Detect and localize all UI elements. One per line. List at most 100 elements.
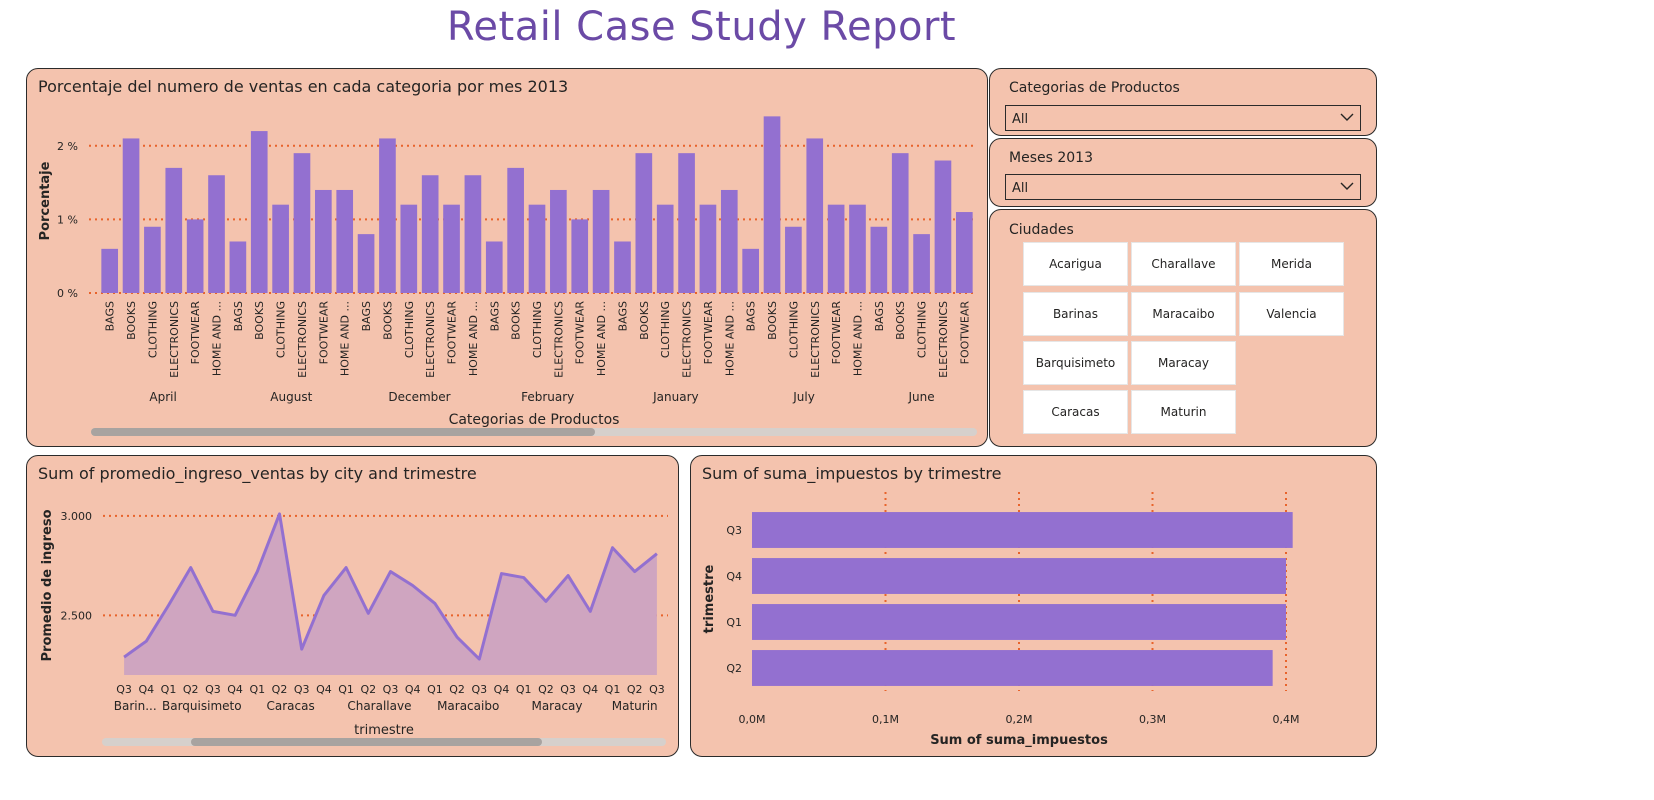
bar — [250, 131, 268, 293]
dropdown-value: All — [1012, 112, 1029, 127]
bar — [635, 153, 653, 293]
x-tick-label: HOME AND ... — [723, 301, 736, 376]
x-tick-label: 0,1M — [872, 713, 899, 726]
city-button-maturin[interactable]: Maturin — [1131, 390, 1236, 434]
x-axis-title: trimestre — [354, 723, 414, 738]
x-tick-label: Q1 — [338, 683, 354, 696]
x-tick-label: 0,3M — [1139, 713, 1166, 726]
x-tick-label: HOME AND ... — [211, 301, 224, 376]
x-group-label: January — [652, 390, 699, 404]
x-tick-label: CLOTHING — [916, 301, 929, 358]
bar — [485, 241, 503, 293]
x-tick-label: ELECTRONICS — [681, 301, 694, 378]
x-tick-label: Q3 — [560, 683, 576, 696]
city-button-barinas[interactable]: Barinas — [1023, 292, 1128, 336]
tax-horizontal-bar-chart[interactable]: 0,0M 0,1M 0,2M 0,3M 0,4MQ3Q4Q1Q2trimestreSum… — [691, 456, 1376, 756]
bar — [699, 204, 717, 293]
x-tick-label: CLOTHING — [787, 301, 800, 358]
sales-percentage-chart-panel[interactable]: Porcentaje del numero de ventas en cada … — [26, 68, 988, 447]
x-tick-label: CLOTHING — [146, 301, 159, 358]
bar — [293, 153, 311, 293]
x-tick-label: Q3 — [205, 683, 221, 696]
x-tick-label: Q4 — [582, 683, 598, 696]
x-tick-label: BOOKS — [894, 301, 907, 340]
city-button-charallave[interactable]: Charallave — [1131, 242, 1236, 286]
x-tick-label: Q4 — [316, 683, 332, 696]
chart-horizontal-scrollbar[interactable] — [102, 738, 666, 746]
x-tick-label: CLOTHING — [403, 301, 416, 358]
slicer-title: Ciudades — [1009, 222, 1074, 238]
x-tick-label: FOOTWEAR — [446, 301, 459, 365]
area-fill — [124, 513, 657, 675]
x-tick-label: Q1 — [427, 683, 443, 696]
x-tick-label: Q3 — [294, 683, 310, 696]
x-tick-label: FOOTWEAR — [702, 301, 715, 365]
tax-bar-chart-panel[interactable]: Sum of suma_impuestos by trimestre 0,0M 0… — [690, 455, 1377, 757]
x-group-label: Maturin — [612, 699, 658, 713]
bar — [785, 226, 802, 293]
x-tick-label: 0,2M — [1006, 713, 1033, 726]
y-axis-title: Porcentaje — [38, 161, 53, 240]
bar — [827, 204, 845, 293]
x-group-label: Barin... — [114, 699, 157, 713]
city-button-valencia[interactable]: Valencia — [1239, 292, 1344, 336]
x-tick-label: Q3 — [649, 683, 665, 696]
bar — [806, 138, 824, 293]
x-tick-label: Q3 — [471, 683, 487, 696]
x-tick-label: BAGS — [488, 301, 501, 331]
x-axis-title: Categorias de Productos — [449, 412, 620, 428]
x-group-label: August — [270, 390, 312, 404]
bar — [336, 189, 354, 293]
dropdown-value: All — [1012, 181, 1029, 196]
meses-dropdown[interactable]: All — [1005, 174, 1361, 200]
bar — [678, 153, 695, 293]
x-tick-label: BAGS — [616, 301, 629, 331]
x-tick-label: Q2 — [449, 683, 465, 696]
x-tick-label: Q1 — [605, 683, 621, 696]
bar — [443, 204, 460, 293]
x-tick-label: FOOTWEAR — [574, 301, 587, 365]
bar — [421, 175, 439, 293]
city-button-acarigua[interactable]: Acarigua — [1023, 242, 1128, 286]
scrollbar-thumb[interactable] — [191, 738, 542, 746]
x-group-label: April — [149, 390, 176, 404]
x-tick-label: FOOTWEAR — [189, 301, 202, 365]
city-button-merida[interactable]: Merida — [1239, 242, 1344, 286]
y-axis-title: trimestre — [702, 565, 717, 634]
y-tick-label: 2.500 — [61, 609, 93, 622]
bar — [379, 138, 396, 293]
city-button-maracay[interactable]: Maracay — [1131, 341, 1236, 385]
chart-horizontal-scrollbar[interactable] — [91, 428, 977, 436]
x-tick-label: BAGS — [745, 301, 758, 331]
y-tick-label: 0 % — [57, 287, 78, 300]
scrollbar-thumb[interactable] — [91, 428, 595, 436]
bar — [507, 167, 524, 293]
x-tick-label: HOME AND ... — [595, 301, 608, 376]
chart-title: Porcentaje del numero de ventas en cada … — [38, 77, 569, 96]
x-tick-label: BOOKS — [125, 301, 138, 340]
x-tick-label: Q2 — [360, 683, 376, 696]
chart-title: Sum of promedio_ingreso_ventas by city a… — [38, 464, 477, 483]
income-area-chart-panel[interactable]: Sum of promedio_ingreso_ventas by city a… — [26, 455, 679, 757]
bar — [955, 212, 973, 293]
y-tick-label: Q4 — [726, 570, 742, 583]
x-tick-label: Q3 — [116, 683, 132, 696]
city-button-caracas[interactable]: Caracas — [1023, 390, 1128, 434]
x-tick-label: BAGS — [232, 301, 245, 331]
x-tick-label: ELECTRONICS — [296, 301, 309, 378]
city-button-barquisimeto[interactable]: Barquisimeto — [1023, 341, 1128, 385]
x-tick-label: Q2 — [272, 683, 288, 696]
categorias-dropdown[interactable]: All — [1005, 105, 1361, 131]
city-button-maracaibo[interactable]: Maracaibo — [1131, 292, 1236, 336]
x-tick-label: 0,0M — [739, 713, 766, 726]
bar — [742, 248, 759, 293]
x-axis-title: Sum of suma_impuestos — [930, 733, 1108, 748]
x-tick-label: Q1 — [249, 683, 265, 696]
x-tick-label: BAGS — [360, 301, 373, 331]
income-area-chart[interactable]: 2.500 3.000 Promedio de ingreso Q3 Q4 Q1 Q2 Q3 Q… — [27, 456, 678, 756]
bar — [849, 204, 866, 293]
x-tick-label: BOOKS — [766, 301, 779, 340]
x-tick-label: Q1 — [516, 683, 532, 696]
x-tick-label: Q2 — [627, 683, 643, 696]
sales-percentage-bar-chart[interactable]: 0 % 1 % 2 % Porcentaje BAGS BOOKS CLOTHING ELEC… — [27, 69, 987, 446]
